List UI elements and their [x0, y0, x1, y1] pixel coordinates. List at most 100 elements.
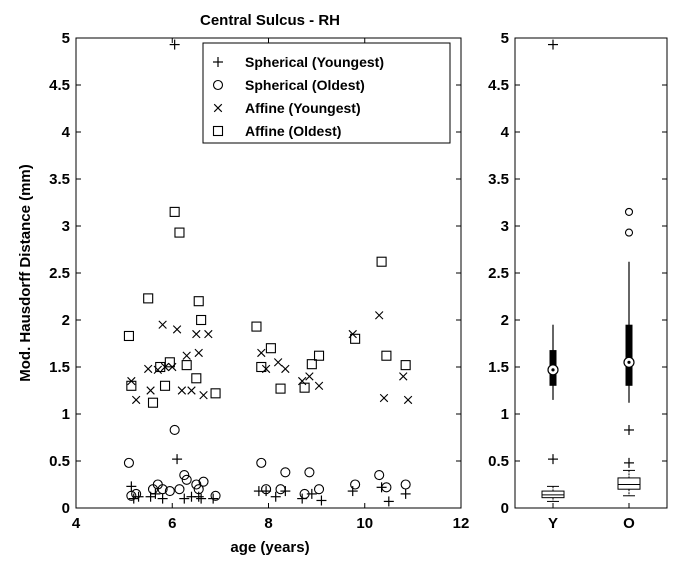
data-point-circle: [193, 484, 204, 495]
data-point-x: [403, 395, 413, 405]
data-point-square: [123, 330, 134, 342]
data-point-x: [399, 372, 408, 381]
boxplot-y-axis: 0 0.5 1 1.5 2 2.5 3 3.5 4 4.5 5: [488, 30, 667, 517]
data-point-plus: [126, 481, 137, 492]
y-tick-label: 2.5: [488, 265, 509, 282]
scatter-marks: [123, 39, 413, 507]
data-point-circle: [169, 424, 180, 436]
data-point-plus: [196, 493, 207, 504]
data-point-plus: [133, 491, 144, 502]
data-point-square: [159, 380, 171, 391]
box-outlier: [624, 457, 634, 468]
y-axis-label: Mod. Hausdorff Distance (mm): [17, 164, 34, 382]
data-point-x: [143, 364, 153, 374]
box-O-affine: [623, 207, 635, 403]
x-tick-label: 8: [264, 515, 272, 532]
data-point-square: [265, 343, 276, 354]
data-point-circle: [181, 474, 192, 485]
y-tick-label: 5: [62, 30, 70, 47]
data-point-circle: [157, 484, 168, 495]
data-point-square: [306, 359, 317, 370]
category-label: Y: [548, 515, 558, 532]
data-point-plus: [347, 486, 358, 497]
data-point-circle: [381, 482, 392, 493]
data-point-plus: [383, 496, 394, 507]
x-tick-label: 4: [72, 515, 81, 532]
data-point-x: [177, 386, 187, 395]
y-tick-label: 0: [62, 500, 70, 517]
box-outlier: [548, 454, 558, 465]
box-median-dot: [627, 360, 631, 364]
data-point-x: [187, 386, 196, 395]
data-point-plus: [179, 493, 190, 504]
data-point-square: [164, 357, 175, 368]
data-point-plus: [169, 39, 180, 50]
chart-title: Central Sulcus - RH: [200, 12, 340, 29]
data-point-x: [158, 320, 167, 329]
data-point-x: [153, 365, 163, 375]
data-point-plus: [400, 488, 411, 499]
y-tick-label: 0.5: [488, 453, 509, 470]
data-point-square: [275, 383, 286, 394]
data-point-x: [281, 364, 290, 374]
x-tick-label: 10: [356, 515, 373, 532]
data-point-circle: [198, 476, 209, 487]
data-point-x: [374, 311, 384, 320]
data-point-square: [155, 361, 166, 373]
data-point-square: [299, 382, 310, 393]
data-point-circle: [374, 470, 385, 481]
data-point-square: [126, 380, 137, 391]
data-point-square: [193, 296, 204, 307]
box-outlier: [624, 424, 634, 435]
data-point-square: [181, 360, 192, 371]
y-tick-label: 3: [501, 218, 509, 235]
data-point-square: [313, 350, 325, 361]
data-point-x: [131, 395, 141, 405]
data-point-square: [191, 373, 202, 384]
data-point-circle: [123, 457, 134, 468]
data-point-circle: [299, 488, 310, 499]
data-point-circle: [350, 479, 361, 490]
box-iqr: [617, 477, 641, 490]
box-outlier: [624, 207, 634, 216]
data-point-circle: [210, 490, 221, 501]
y-tick-label: 5: [501, 30, 509, 47]
legend-label: Affine (Youngest): [245, 100, 361, 116]
data-point-square: [210, 388, 221, 399]
y-tick-label: 4.5: [488, 77, 509, 94]
data-point-x: [199, 391, 208, 400]
legend-label: Affine (Oldest): [245, 123, 341, 139]
box-iqr: [625, 324, 633, 386]
data-point-plus: [157, 493, 168, 504]
data-point-square: [256, 361, 267, 373]
data-point-circle: [179, 470, 190, 481]
category-label: O: [623, 515, 635, 532]
data-point-circle: [174, 484, 185, 495]
box-O-spherical: [617, 424, 641, 497]
data-point-plus: [280, 486, 291, 497]
y-tick-label: 4.5: [49, 77, 70, 94]
boxplot-plot-frame: [514, 37, 668, 509]
data-point-x: [257, 348, 266, 358]
boxplot-marks: [541, 39, 641, 502]
legend-marker-circle: [212, 79, 224, 91]
y-tick-label: 1.5: [488, 359, 509, 376]
box-outlier: [624, 228, 634, 237]
y-tick-label: 1: [62, 406, 70, 423]
data-point-x: [314, 381, 324, 390]
scatter-y-axis: 0 0.5 1 1.5 2 2.5 3 3.5 4 4.5 5: [49, 30, 461, 517]
data-point-circle: [164, 486, 175, 497]
y-tick-label: 2: [62, 312, 70, 329]
y-tick-label: 1: [501, 406, 509, 423]
legend: Spherical (Youngest) Spherical (Oldest) Af…: [202, 42, 451, 144]
box-Y-spherical: [541, 39, 565, 502]
scatter-panel: Central Sulcus - RH 0 0.5 1 1.5 2 2.5 3 3.5 4 4.5…: [17, 12, 469, 556]
x-tick-label: 12: [453, 515, 470, 532]
data-point-plus: [208, 493, 219, 504]
data-point-x: [182, 351, 191, 360]
data-point-square: [196, 314, 207, 326]
data-point-x: [194, 348, 203, 358]
